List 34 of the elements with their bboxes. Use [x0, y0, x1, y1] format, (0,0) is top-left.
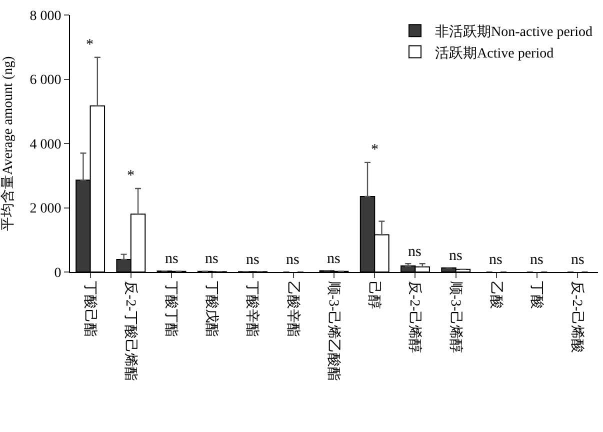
x-tick-label: 反-2-己烯醇: [406, 280, 423, 354]
x-tick-label: 丁酸己酯: [82, 280, 98, 337]
x-tick-label: 反-2-丁酸己烯酯: [122, 280, 138, 382]
annotation: ns: [408, 244, 422, 260]
x-tick-label: 顺-3-己烯醇: [447, 280, 464, 354]
x-tick-label: 丁酸辛酯: [244, 280, 260, 337]
annotation: ns: [449, 248, 462, 264]
x-tick-label: 乙酸: [488, 280, 504, 309]
annotation: ns: [205, 251, 218, 267]
annotation: ns: [165, 251, 178, 267]
annotation: ns: [286, 252, 300, 268]
x-tick-label: 丁酸: [528, 280, 545, 309]
y-tick-label: 2 000: [30, 202, 62, 217]
y-axis-title: 平均含量Average amount (ng): [0, 56, 16, 231]
annotation: *: [86, 37, 94, 53]
x-tick-label: 乙酸辛酯: [284, 280, 301, 337]
legend-label: 活跃期Active period: [435, 45, 554, 62]
x-tick-label: 顺-3-己烯乙酸酯: [325, 280, 342, 382]
annotation: ns: [246, 252, 260, 268]
legend-label: 非活跃期Non-active period: [435, 24, 592, 40]
y-tick-label: 8 000: [30, 8, 62, 24]
annotation: ns: [530, 252, 544, 268]
x-tick-label: 反-2-己烯酸: [569, 280, 586, 354]
annotation: *: [127, 168, 134, 184]
x-tick-label: 丁酸戊酯: [204, 280, 220, 337]
annotation: ns: [327, 251, 340, 267]
x-tick-label: 己醇: [366, 280, 382, 309]
y-tick-label: 6 000: [30, 73, 62, 88]
x-tick-label: 丁酸丁酯: [162, 280, 179, 337]
y-tick-label: 4 000: [30, 137, 62, 152]
y-tick-label: 0: [54, 266, 62, 281]
annotation: ns: [571, 252, 584, 268]
annotation: *: [371, 142, 378, 158]
annotation: ns: [489, 252, 502, 268]
